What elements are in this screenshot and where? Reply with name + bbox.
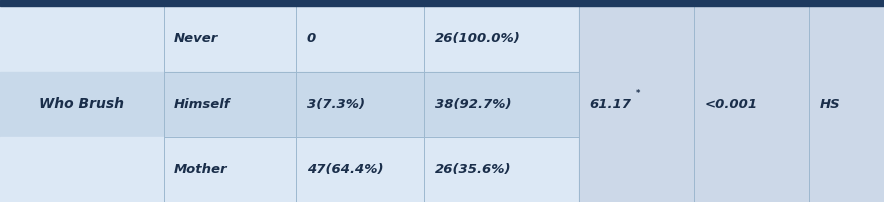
- Bar: [424, 72, 579, 137]
- Text: HS: HS: [819, 98, 840, 111]
- Text: Himself: Himself: [174, 98, 231, 111]
- Text: Never: Never: [174, 32, 218, 45]
- Bar: [296, 137, 424, 202]
- Text: Who Brush: Who Brush: [39, 97, 125, 111]
- Bar: [579, 6, 694, 72]
- Bar: [694, 137, 809, 202]
- Bar: [694, 72, 809, 137]
- Bar: [809, 137, 884, 202]
- Bar: [0, 6, 164, 72]
- Bar: [579, 137, 694, 202]
- Text: 61.17: 61.17: [590, 98, 632, 111]
- Bar: [809, 6, 884, 72]
- Text: 47(64.4%): 47(64.4%): [307, 163, 384, 176]
- Text: 26(35.6%): 26(35.6%): [435, 163, 512, 176]
- Bar: [296, 72, 424, 137]
- Bar: [0, 137, 164, 202]
- Bar: [164, 137, 296, 202]
- Text: 26(100.0%): 26(100.0%): [435, 32, 521, 45]
- Bar: [424, 6, 579, 72]
- Bar: [694, 6, 809, 72]
- Text: *: *: [636, 88, 640, 98]
- Text: 0: 0: [307, 32, 316, 45]
- Text: 38(92.7%): 38(92.7%): [435, 98, 512, 111]
- Bar: [0, 0, 884, 6]
- Bar: [424, 137, 579, 202]
- Bar: [579, 72, 694, 137]
- Bar: [296, 6, 424, 72]
- Bar: [0, 72, 164, 137]
- Text: 3(7.3%): 3(7.3%): [307, 98, 365, 111]
- Text: <0.001: <0.001: [705, 98, 758, 111]
- Bar: [164, 72, 296, 137]
- Bar: [164, 6, 296, 72]
- Bar: [809, 72, 884, 137]
- Text: Mother: Mother: [174, 163, 228, 176]
